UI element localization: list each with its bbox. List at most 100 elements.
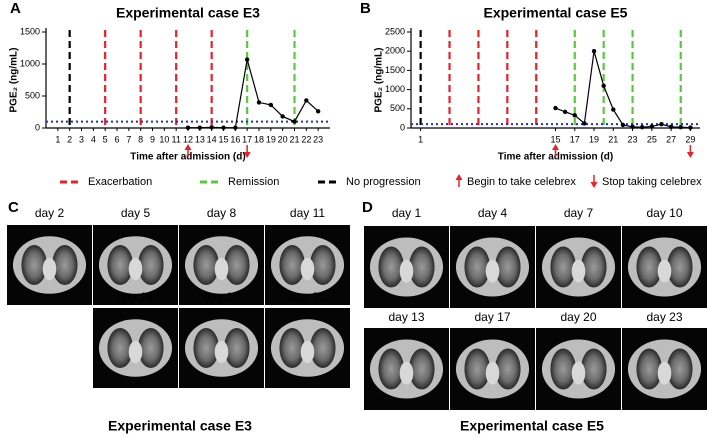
ct-lung [636, 348, 662, 390]
x-tick-label: 10 [159, 134, 169, 144]
data-line [188, 59, 319, 129]
ct-heart [399, 361, 414, 385]
ct-image [622, 328, 707, 410]
x-tick-label: 2 [67, 134, 72, 144]
x-tick-label: 4 [91, 134, 96, 144]
data-point [630, 124, 635, 130]
x-tick-label: 17 [242, 134, 252, 144]
data-point [640, 125, 645, 130]
x-axis-label: Time after admission (d) [130, 152, 245, 163]
ct-lung [636, 246, 662, 288]
ct-heart [300, 340, 315, 364]
event-arrow [552, 144, 559, 157]
x-tick-label: 9 [150, 134, 155, 144]
ct-lung [550, 348, 576, 390]
ct-lung [409, 348, 435, 390]
y-axis-label: PGE₂ (ng/mL) [374, 48, 385, 113]
x-tick-label: 21 [608, 134, 618, 144]
x-tick-label: 23 [313, 134, 323, 144]
panel-label: C [8, 199, 19, 216]
data-point [315, 109, 321, 114]
y-tick-label: 2500 [385, 26, 405, 36]
data-point [292, 119, 297, 124]
data-point [572, 113, 577, 118]
arrow-head [590, 182, 598, 188]
panel-label: D [362, 199, 373, 216]
data-point [659, 121, 664, 127]
legend-label: No progression [346, 176, 421, 188]
ct-lung [581, 246, 607, 288]
ct-image [179, 225, 264, 305]
ct-lung [464, 246, 490, 288]
ct-lung [667, 348, 693, 390]
x-tick-label: 11 [171, 134, 180, 144]
ct-lung [310, 245, 336, 285]
y-axis-label: PGE₂ (ng/mL) [9, 48, 20, 113]
ct-image [450, 226, 535, 308]
x-tick-label: 19 [266, 134, 276, 144]
day-label: day 5 [121, 206, 151, 220]
x-tick-label: 12 [183, 134, 193, 144]
y-tick-label: 1000 [20, 58, 40, 68]
arrow-head [686, 152, 694, 158]
ct-heart [214, 257, 229, 281]
day-label: day 2 [35, 206, 65, 220]
ct-image [179, 308, 264, 388]
ct-heart [571, 361, 586, 385]
y-tick-label: 1500 [385, 65, 405, 75]
y-tick-label: 500 [390, 103, 405, 113]
legend-arrow [455, 174, 463, 187]
data-point [244, 57, 250, 62]
x-tick-label: 20 [278, 134, 288, 144]
chart-title: Experimental case E3 [116, 5, 260, 21]
ct-lung [107, 245, 133, 285]
x-tick-label: 13 [195, 134, 205, 144]
arrow-head [243, 152, 251, 158]
ct-lung [310, 328, 336, 368]
x-tick-label: 27 [666, 134, 676, 144]
ct-lung [495, 246, 521, 288]
data-point [649, 124, 655, 129]
y-tick-label: 1500 [20, 26, 40, 36]
data-point [304, 98, 309, 103]
x-tick-label: 29 [685, 134, 695, 144]
legend-arrow [590, 175, 598, 188]
ct-lung [495, 348, 521, 390]
ct-lung [279, 328, 305, 368]
x-tick-label: 1 [418, 134, 423, 144]
event-arrow [686, 145, 694, 158]
ct-image [364, 328, 449, 410]
ct-lung [667, 246, 693, 288]
ct-lung [378, 348, 404, 390]
ct-lung [21, 245, 47, 285]
legend-label: Stop taking celebrex [602, 176, 702, 188]
data-point [688, 125, 693, 130]
x-tick-label: 8 [138, 134, 143, 144]
x-tick-label: 21 [289, 134, 299, 144]
day-label: day 13 [388, 310, 424, 324]
ct-lung [224, 328, 250, 368]
data-point [268, 102, 274, 108]
data-point [611, 107, 616, 112]
x-tick-label: 15 [550, 134, 560, 144]
y-tick-label: 1000 [385, 84, 405, 94]
data-point [620, 122, 626, 128]
x-tick-label: 19 [589, 134, 599, 144]
legend-label: Exacerbation [88, 176, 152, 188]
ct-lung [193, 328, 219, 368]
day-label: day 14 [117, 290, 153, 304]
day-label: day 7 [564, 206, 594, 220]
ct-heart [657, 361, 672, 385]
data-point [601, 83, 606, 88]
ct-lung [279, 245, 305, 285]
data-point [256, 100, 262, 105]
ct-heart [485, 259, 500, 283]
ct-heart [300, 257, 315, 281]
day-label: day 20 [560, 310, 596, 324]
ct-lung [409, 246, 435, 288]
ct-lung [378, 246, 404, 288]
y-tick-label: 0 [400, 122, 405, 132]
day-label: day 8 [207, 206, 237, 220]
day-label: day 17 [474, 310, 510, 324]
x-tick-label: 14 [207, 134, 217, 144]
